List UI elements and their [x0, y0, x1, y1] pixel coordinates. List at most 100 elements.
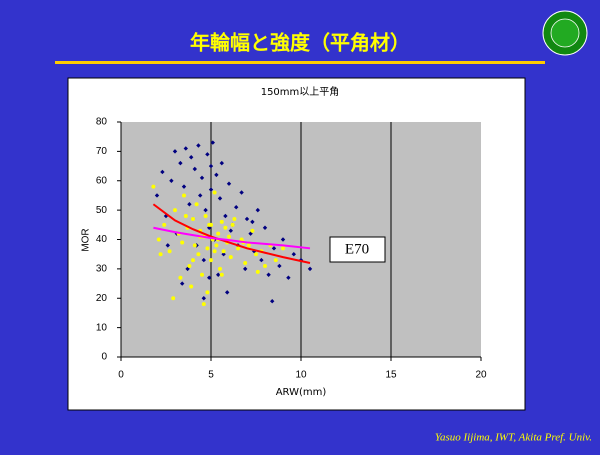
point — [219, 160, 224, 166]
point — [172, 149, 178, 154]
point — [203, 207, 208, 213]
x-tick-label: 20 — [475, 370, 487, 381]
point — [234, 204, 239, 210]
point — [171, 296, 176, 301]
point — [246, 243, 251, 248]
annotation-box — [329, 236, 386, 263]
point — [239, 237, 244, 242]
point — [266, 272, 271, 277]
point — [160, 169, 165, 175]
x-tick-label: 15 — [385, 370, 397, 381]
point — [281, 246, 285, 251]
title-underline — [55, 61, 545, 64]
y-tick-label: 30 — [96, 264, 108, 275]
point — [199, 175, 205, 181]
point — [286, 275, 291, 280]
point — [189, 284, 194, 289]
point — [162, 222, 167, 227]
point — [205, 290, 210, 295]
point — [201, 296, 206, 301]
point — [181, 184, 187, 189]
point — [214, 172, 219, 178]
point — [165, 243, 170, 248]
point — [216, 231, 221, 236]
point — [307, 266, 313, 272]
y-tick-label: 20 — [96, 293, 108, 304]
logo-inner — [550, 18, 580, 48]
point — [270, 298, 275, 304]
point — [271, 246, 277, 251]
point — [244, 216, 250, 222]
point — [218, 266, 222, 271]
point — [158, 252, 163, 257]
point — [201, 302, 206, 307]
point — [183, 214, 188, 218]
y-tick-label: 40 — [96, 234, 108, 245]
x-axis-label: ARW(mm) — [276, 387, 327, 398]
y-tick-label: 80 — [96, 117, 108, 128]
point — [192, 166, 197, 172]
point — [196, 252, 201, 257]
point — [226, 181, 232, 186]
point — [243, 266, 248, 272]
point — [216, 272, 221, 277]
point — [183, 146, 188, 151]
point — [212, 190, 217, 195]
y-tick-label: 0 — [101, 352, 107, 363]
point — [207, 275, 212, 280]
point — [191, 258, 195, 263]
point — [180, 240, 185, 245]
point — [255, 269, 260, 274]
point — [232, 216, 237, 221]
y-tick-label: 10 — [96, 322, 108, 333]
point — [262, 225, 268, 230]
chart-title: 150mm以上平角 — [261, 86, 340, 98]
point — [280, 237, 286, 242]
point — [156, 237, 161, 242]
point — [221, 251, 226, 257]
point — [167, 249, 172, 254]
x-tick-label: 10 — [295, 370, 307, 381]
point — [223, 225, 228, 230]
y-axis-label: MOR — [81, 228, 92, 251]
point — [223, 213, 228, 219]
point — [205, 246, 210, 251]
point — [236, 246, 240, 251]
plot: 0 5 10 15 20 0 10 20 30 40 50 60 70 80 — [96, 117, 487, 381]
trend-line — [152, 203, 311, 264]
point — [227, 234, 231, 239]
point — [194, 202, 199, 207]
footer: Yasuo Iijima, IWT, Akita Pref. Univ. — [435, 432, 592, 444]
point — [221, 249, 226, 254]
point — [187, 263, 192, 268]
point — [255, 207, 260, 213]
point — [154, 193, 160, 198]
point — [263, 263, 267, 268]
point — [273, 258, 278, 263]
point — [209, 222, 213, 227]
point — [173, 208, 177, 213]
point — [209, 258, 213, 263]
point — [212, 249, 217, 254]
point — [192, 243, 197, 248]
point — [169, 178, 174, 183]
point — [151, 184, 156, 189]
point — [250, 228, 255, 233]
point — [225, 290, 230, 295]
point — [210, 140, 215, 145]
point — [254, 252, 258, 257]
x-tick-label: 5 — [208, 370, 214, 381]
point — [191, 216, 195, 221]
y-tick-label: 50 — [96, 205, 108, 216]
point — [291, 251, 296, 257]
logo — [542, 10, 588, 56]
point — [208, 187, 214, 192]
point — [196, 143, 201, 148]
point — [228, 228, 233, 233]
y-tick-label: 60 — [96, 175, 108, 186]
x-tick-label: 0 — [118, 370, 124, 381]
point — [203, 214, 208, 218]
point — [201, 257, 206, 263]
